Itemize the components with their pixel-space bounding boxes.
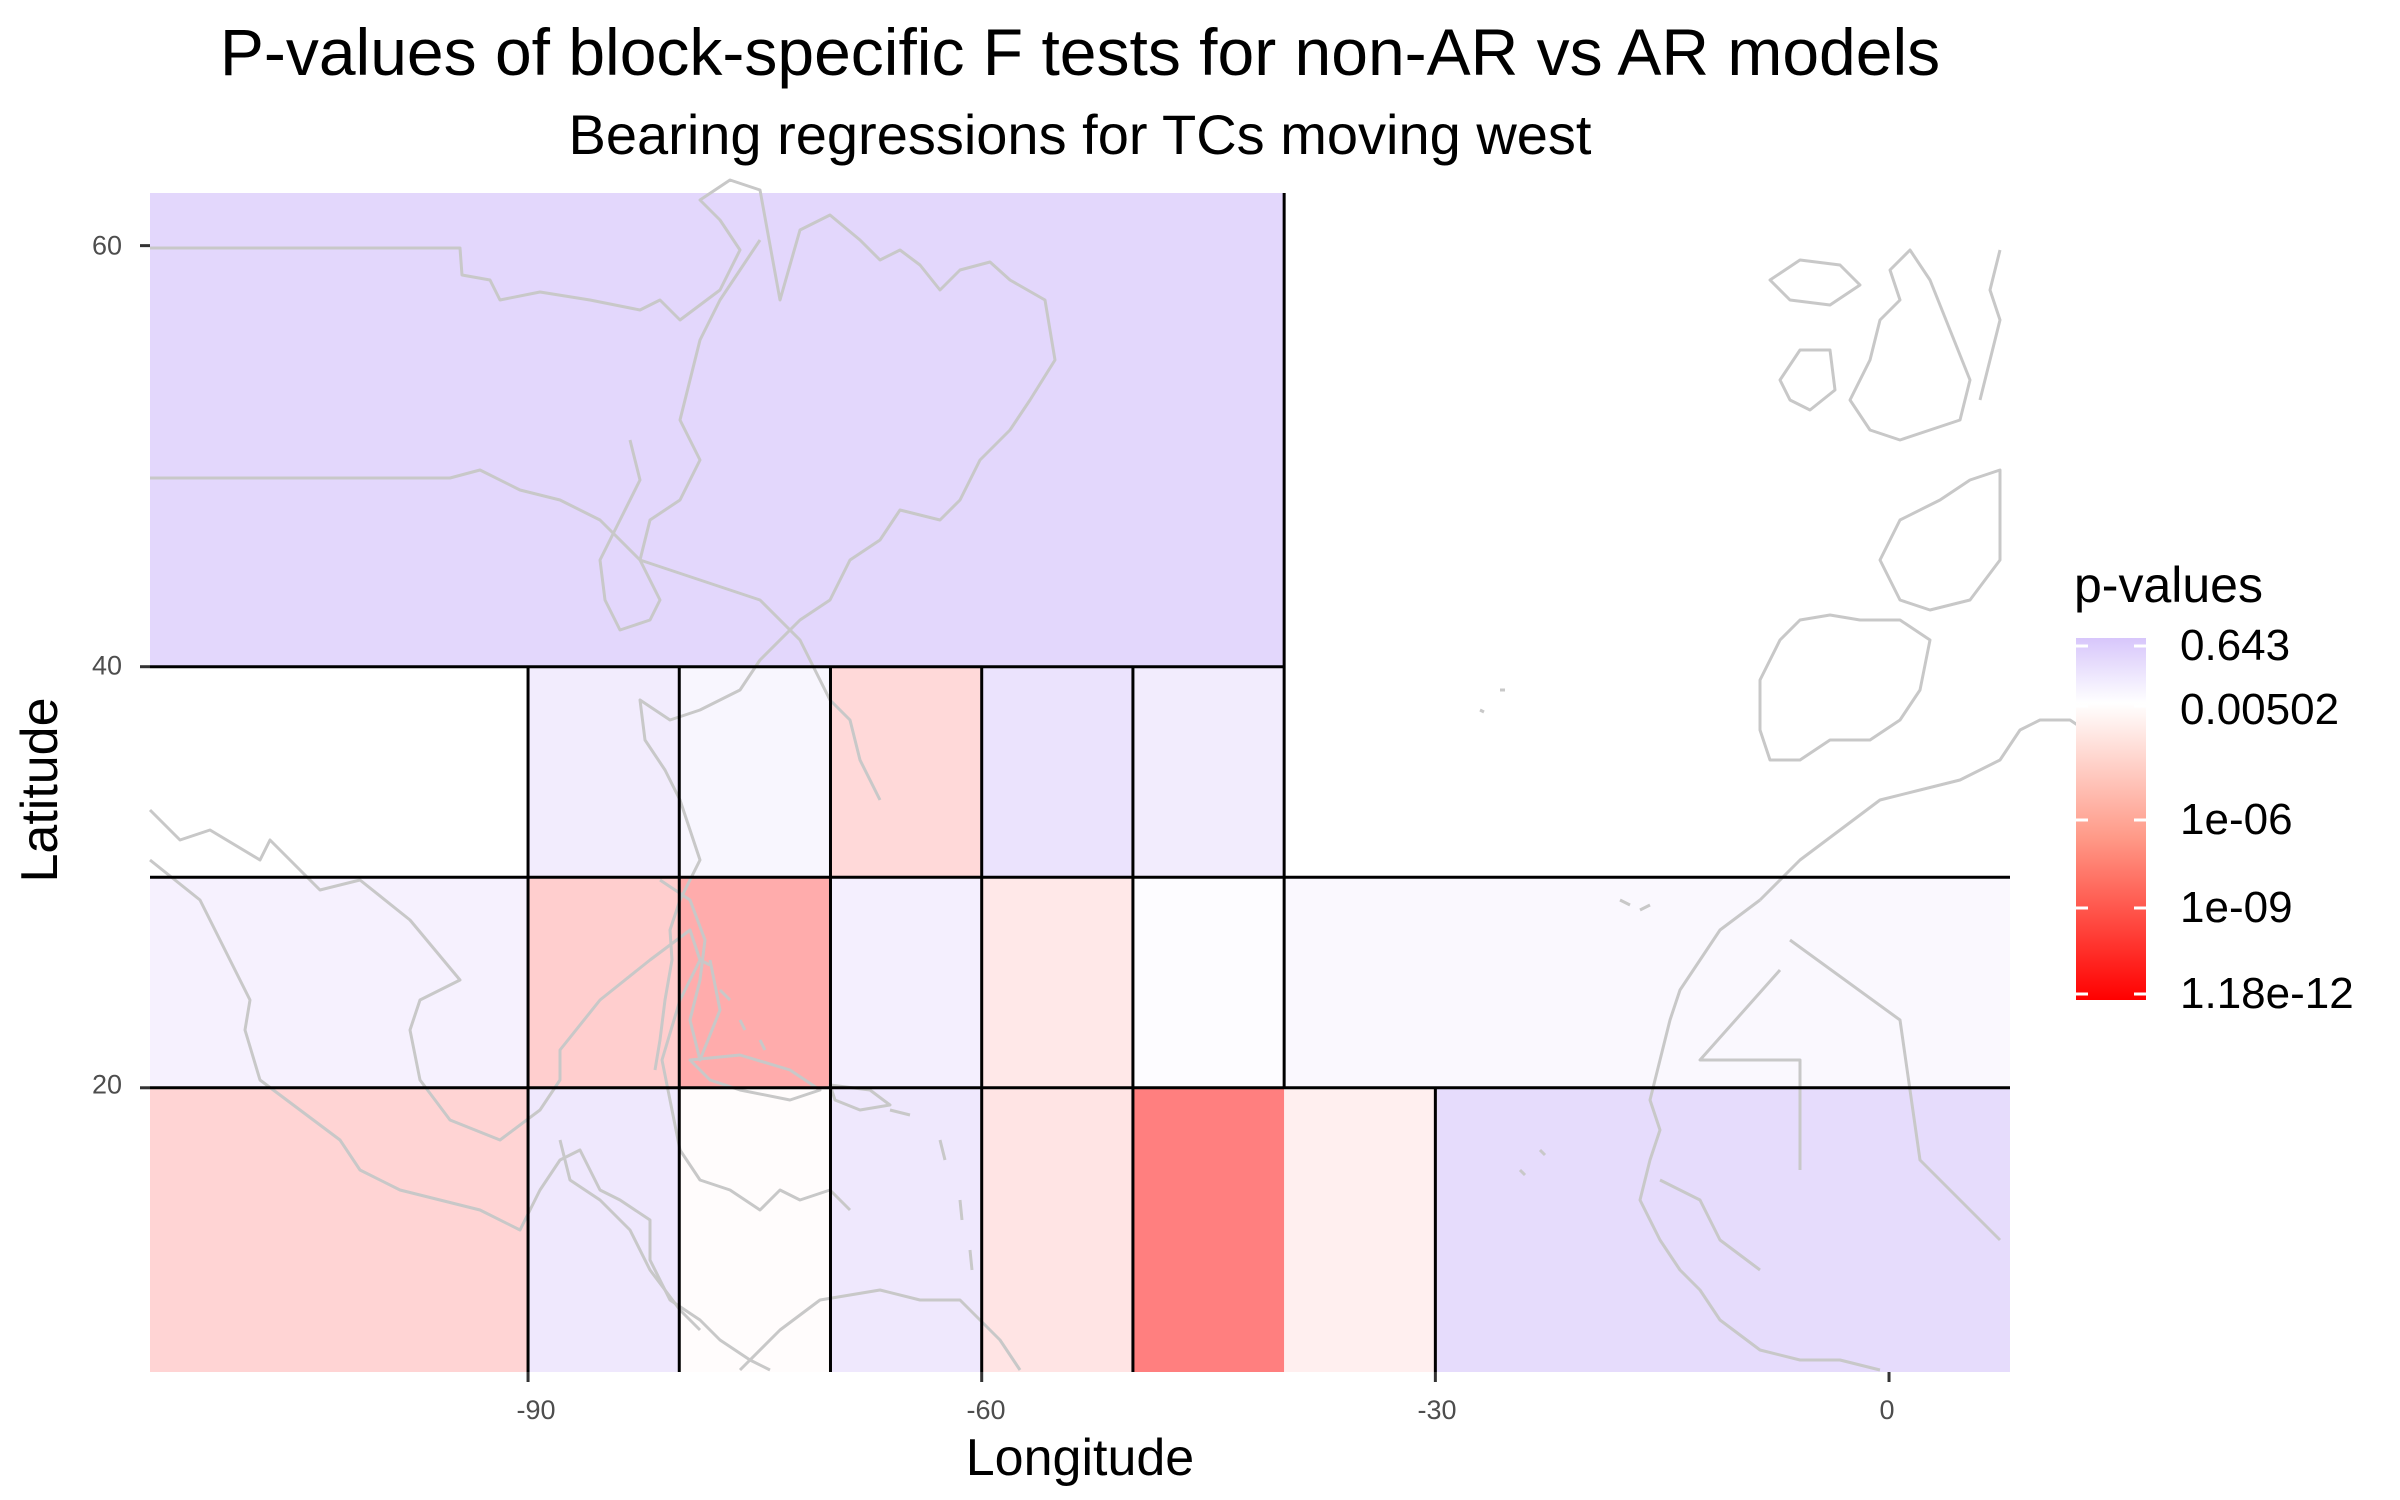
block-borders — [150, 193, 2010, 1372]
heatmap-tile — [528, 877, 680, 1088]
iberia-outline — [1758, 613, 1932, 762]
heatmap-tile — [1132, 877, 1285, 1088]
heatmap-tile — [981, 877, 1133, 1088]
heatmap-tile — [528, 666, 680, 878]
caribbean-islands — [889, 1108, 974, 1271]
y-tick-label: 40 — [91, 650, 122, 681]
x-axis-label: Longitude — [965, 1429, 1195, 1487]
heatmap-tile — [830, 1087, 982, 1372]
north-america-outline — [150, 178, 1057, 1071]
heatmap-tile — [150, 877, 529, 1088]
cuba-outline — [688, 1053, 822, 1102]
heatmap-tiles — [150, 193, 2010, 1372]
x-tick-label: 0 — [1879, 1395, 1895, 1425]
scandinavia-outline — [1978, 249, 2002, 401]
chart-title: P-values of block-specific F tests for n… — [219, 15, 1941, 89]
x-tick-label: -30 — [1417, 1395, 1457, 1425]
heatmap-tile — [679, 1087, 831, 1372]
north-africa-outline — [1758, 718, 2101, 902]
y-tick-label: 20 — [91, 1069, 122, 1100]
chart-subtitle: Bearing regressions for TCs moving west — [568, 103, 1592, 166]
legend-label: 1e-09 — [2180, 883, 2293, 932]
heatmap-tile — [1132, 666, 1285, 878]
legend-colorbar — [2076, 638, 2146, 1000]
heatmap-tile — [1435, 1087, 2010, 1372]
iceland-outline — [1768, 258, 1862, 307]
bahamas-islands — [699, 958, 767, 1051]
mexico-outline — [149, 858, 771, 1372]
heatmap-tile — [981, 666, 1133, 878]
heatmap-tile — [830, 666, 982, 878]
x-tick-label: -90 — [516, 1395, 556, 1425]
axes — [140, 244, 1891, 1382]
sahara-border — [1698, 969, 1802, 1170]
west-africa-coast — [1659, 1178, 1761, 1272]
heatmap-tile — [830, 877, 982, 1088]
legend-label: 0.643 — [2180, 621, 2291, 670]
heatmap-tile — [1284, 877, 2010, 1088]
heatmap-tile — [1132, 1087, 1285, 1372]
atlantic-islands — [1479, 688, 1651, 1177]
south-america-outline — [738, 1288, 1022, 1372]
heatmap-tile — [150, 1087, 529, 1372]
ireland-outline — [1778, 348, 1837, 412]
legend-label: 0.00502 — [2180, 685, 2340, 734]
heatmap-tile — [981, 1087, 1133, 1372]
x-tick-label: -60 — [966, 1395, 1006, 1425]
britain-outline — [1848, 248, 1972, 442]
us-border — [150, 468, 882, 801]
legend-label: 1e-06 — [2180, 795, 2293, 844]
coastlines — [148, 178, 2101, 1372]
heatmap-tile — [679, 666, 831, 878]
gulf-coast — [148, 808, 852, 1212]
heatmap-tile — [150, 666, 529, 878]
hudson-bay-outline — [598, 239, 762, 632]
legend-title: p-values — [2074, 557, 2263, 613]
africa-outline — [1638, 898, 1881, 1372]
heatmap-tile — [1284, 1087, 1436, 1372]
legend-label: 1.18e-12 — [2180, 969, 2354, 1018]
heatmap-tile — [528, 1087, 680, 1372]
mauritania-border — [1789, 938, 2002, 1242]
france-outline — [1878, 468, 2002, 612]
heatmap-tile — [150, 193, 1285, 667]
florida-outline — [659, 878, 722, 1062]
y-tick-label: 60 — [91, 230, 122, 261]
y-axis-label: Latitude — [11, 697, 69, 883]
